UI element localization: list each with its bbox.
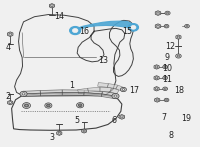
Circle shape: [157, 12, 159, 14]
Polygon shape: [82, 129, 87, 133]
Circle shape: [112, 93, 119, 99]
Polygon shape: [101, 91, 116, 99]
Circle shape: [166, 12, 169, 14]
Circle shape: [165, 11, 170, 15]
Text: 3: 3: [49, 133, 54, 142]
Polygon shape: [155, 98, 160, 102]
Polygon shape: [23, 91, 41, 96]
Text: 2: 2: [6, 92, 11, 101]
Polygon shape: [100, 87, 111, 92]
Circle shape: [163, 65, 168, 69]
Text: 15: 15: [122, 27, 132, 36]
Circle shape: [131, 25, 136, 29]
Circle shape: [26, 105, 27, 106]
Circle shape: [77, 103, 84, 108]
Circle shape: [122, 89, 125, 90]
Circle shape: [83, 130, 85, 132]
Circle shape: [156, 99, 158, 101]
Circle shape: [25, 104, 29, 107]
Circle shape: [163, 87, 168, 91]
Circle shape: [20, 91, 27, 97]
Polygon shape: [155, 11, 161, 15]
Polygon shape: [75, 21, 133, 33]
Circle shape: [186, 25, 188, 27]
Circle shape: [79, 105, 81, 106]
Circle shape: [164, 77, 166, 79]
Circle shape: [177, 55, 180, 57]
Circle shape: [177, 36, 180, 38]
Text: 16: 16: [79, 27, 89, 36]
Text: 18: 18: [174, 86, 184, 95]
Circle shape: [164, 98, 169, 102]
Circle shape: [47, 104, 50, 107]
Polygon shape: [49, 4, 55, 8]
Text: 13: 13: [98, 56, 108, 65]
Polygon shape: [107, 84, 117, 89]
Polygon shape: [7, 32, 13, 36]
Text: 6: 6: [111, 116, 116, 125]
Circle shape: [47, 104, 50, 107]
Circle shape: [51, 5, 53, 7]
Circle shape: [155, 66, 158, 68]
Circle shape: [48, 105, 49, 106]
Polygon shape: [155, 24, 161, 29]
Text: 17: 17: [129, 86, 139, 95]
Circle shape: [25, 104, 28, 107]
Circle shape: [155, 77, 158, 79]
Circle shape: [78, 104, 82, 107]
Polygon shape: [78, 88, 89, 94]
Circle shape: [72, 29, 78, 33]
Circle shape: [58, 132, 61, 134]
Text: 11: 11: [163, 75, 173, 84]
Polygon shape: [8, 100, 13, 105]
Text: 19: 19: [181, 114, 191, 123]
Circle shape: [185, 24, 189, 28]
Circle shape: [166, 99, 168, 101]
Polygon shape: [62, 90, 84, 95]
Text: 14: 14: [54, 12, 64, 21]
Text: 12: 12: [165, 42, 176, 51]
Polygon shape: [57, 131, 62, 135]
Polygon shape: [40, 90, 62, 96]
Circle shape: [164, 66, 166, 68]
Polygon shape: [110, 88, 119, 94]
Circle shape: [176, 54, 181, 58]
Text: 5: 5: [75, 116, 80, 125]
Circle shape: [164, 88, 166, 90]
Circle shape: [70, 26, 81, 35]
Polygon shape: [88, 87, 100, 92]
Circle shape: [23, 103, 30, 108]
Polygon shape: [176, 35, 181, 39]
Polygon shape: [154, 87, 159, 91]
Circle shape: [9, 102, 11, 103]
Circle shape: [157, 25, 159, 27]
Text: 1: 1: [69, 81, 74, 90]
Circle shape: [164, 24, 169, 28]
Circle shape: [166, 25, 168, 27]
Polygon shape: [154, 65, 159, 69]
Text: 8: 8: [168, 131, 173, 140]
Polygon shape: [154, 76, 159, 80]
Circle shape: [155, 88, 158, 90]
Circle shape: [22, 93, 25, 95]
Circle shape: [163, 76, 168, 80]
Text: 7: 7: [161, 113, 166, 122]
Circle shape: [9, 33, 12, 35]
Circle shape: [79, 104, 82, 106]
Circle shape: [128, 24, 139, 31]
Circle shape: [45, 103, 52, 108]
Text: 10: 10: [163, 64, 173, 73]
Polygon shape: [119, 115, 125, 119]
Polygon shape: [84, 90, 102, 96]
Polygon shape: [98, 83, 108, 87]
Circle shape: [114, 95, 117, 97]
Circle shape: [120, 87, 126, 92]
Text: 9: 9: [165, 53, 170, 62]
Circle shape: [121, 116, 123, 118]
Text: 4: 4: [6, 43, 11, 52]
Polygon shape: [116, 85, 125, 91]
